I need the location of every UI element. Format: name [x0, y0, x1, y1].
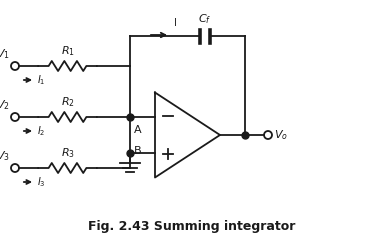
Text: $V_3$: $V_3$ — [0, 149, 10, 163]
Text: $V_1$: $V_1$ — [0, 47, 10, 61]
Text: $I_3$: $I_3$ — [37, 175, 46, 189]
Text: Fig. 2.43 Summing integrator: Fig. 2.43 Summing integrator — [88, 220, 295, 233]
Text: $R_2$: $R_2$ — [61, 95, 74, 109]
Text: $R_3$: $R_3$ — [61, 146, 74, 160]
Text: $V_o$: $V_o$ — [274, 128, 288, 142]
Text: $R_1$: $R_1$ — [61, 44, 74, 58]
Text: $I_1$: $I_1$ — [37, 73, 46, 87]
Text: I: I — [174, 18, 177, 28]
Text: B: B — [134, 146, 142, 156]
Text: A: A — [134, 125, 142, 135]
Text: $V_2$: $V_2$ — [0, 98, 10, 112]
Text: $I_2$: $I_2$ — [37, 124, 46, 138]
Text: $C_f$: $C_f$ — [198, 12, 212, 26]
